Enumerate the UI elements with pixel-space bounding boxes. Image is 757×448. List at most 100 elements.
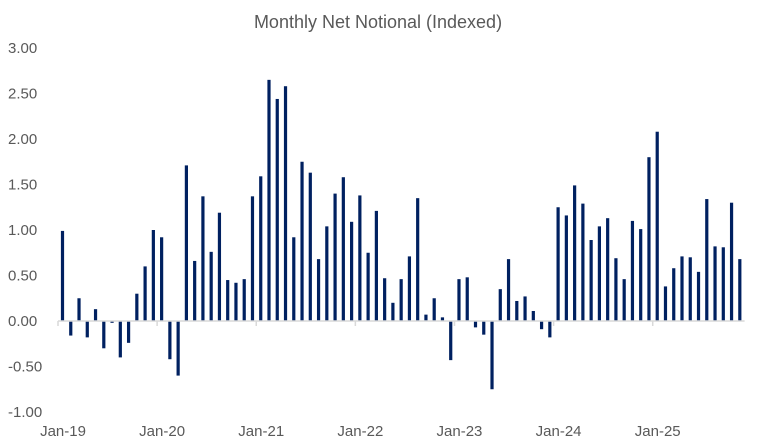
bar-Mar-21 xyxy=(275,98,279,322)
bar-Dec-23 xyxy=(548,321,552,338)
bar-Jul-20 xyxy=(209,251,213,321)
bar-Aug-20 xyxy=(217,212,222,321)
bar-Oct-19 xyxy=(135,293,139,321)
bar-Dec-24 xyxy=(647,157,651,321)
bar-Nov-22 xyxy=(440,317,445,321)
bar-Jun-25 xyxy=(696,271,701,321)
bar-May-20 xyxy=(193,260,197,321)
bar-Jan-25 xyxy=(655,131,659,321)
bar-Nov-21 xyxy=(341,177,345,321)
bar-Dec-19 xyxy=(151,230,155,321)
bar-Jan-23 xyxy=(457,279,461,321)
y-tick-label: 3.00 xyxy=(8,40,37,57)
bar-Jan-24 xyxy=(556,207,560,321)
x-tick-label: Jan-21 xyxy=(238,423,284,440)
y-tick-label: 1.50 xyxy=(8,177,37,194)
bar-Jun-19 xyxy=(102,321,106,349)
bar-Aug-23 xyxy=(515,300,519,321)
y-tick-label: -1.00 xyxy=(8,404,42,421)
bar-Mar-24 xyxy=(573,185,577,321)
bar-Sep-21 xyxy=(325,226,329,321)
x-tick-label: Jan-23 xyxy=(437,423,483,440)
bar-Apr-24 xyxy=(581,203,585,321)
bar-Jun-24 xyxy=(597,226,601,321)
bar-Oct-20 xyxy=(234,282,238,321)
chart-title: Monthly Net Notional (Indexed) xyxy=(254,12,502,32)
bar-Jan-21 xyxy=(259,176,263,321)
bar-Apr-25 xyxy=(680,256,684,321)
bar-Aug-19 xyxy=(118,321,122,358)
bar-Jun-20 xyxy=(201,196,205,321)
bar-Jul-23 xyxy=(506,259,511,321)
bar-Jun-23 xyxy=(498,289,502,321)
y-tick-label: 1.00 xyxy=(8,222,37,239)
bar-Feb-24 xyxy=(564,215,568,321)
bar-Nov-25 xyxy=(738,259,742,321)
bar-Aug-22 xyxy=(416,198,420,321)
bar-Feb-25 xyxy=(663,286,668,321)
x-tick-label: Jan-24 xyxy=(536,423,582,440)
bar-Nov-24 xyxy=(639,229,643,321)
bar-Mar-23 xyxy=(473,321,478,328)
bar-May-24 xyxy=(589,240,593,321)
bar-Jul-24 xyxy=(606,218,610,321)
bar-Oct-25 xyxy=(729,202,734,321)
bar-Apr-20 xyxy=(184,165,188,321)
bar-Jul-21 xyxy=(308,172,312,321)
y-tick-label: 2.50 xyxy=(8,86,37,103)
bar-Jul-25 xyxy=(705,199,709,321)
bar-Apr-22 xyxy=(383,278,387,321)
bar-May-21 xyxy=(292,237,296,321)
y-axis: 3.00 2.50 2.00 1.50 1.00 0.50 0.00 -0.50 -1.00 xyxy=(8,40,42,421)
bar-Dec-21 xyxy=(350,221,354,321)
y-tick-label: 0.50 xyxy=(8,268,37,285)
x-tick-label: Jan-25 xyxy=(635,423,681,440)
bar-Oct-22 xyxy=(432,298,436,321)
x-axis: Jan-19 Jan-20 Jan-21 Jan-22 Jan-23 Jan-24 Jan-… xyxy=(40,320,745,440)
bar-May-25 xyxy=(688,257,692,321)
bar-Sep-23 xyxy=(523,296,527,321)
bar-Apr-21 xyxy=(283,86,288,321)
bar-Sep-24 xyxy=(622,279,626,321)
bar-Feb-22 xyxy=(366,252,370,321)
bar-Apr-19 xyxy=(85,321,89,338)
bar-Mar-19 xyxy=(77,298,81,321)
bar-Mar-22 xyxy=(374,210,378,321)
bar-Jan-19 xyxy=(60,230,65,321)
bar-Jun-21 xyxy=(300,161,304,321)
bar-Oct-21 xyxy=(333,193,337,321)
x-tick-label: Jan-19 xyxy=(40,423,86,440)
bar-Jun-22 xyxy=(399,279,403,321)
x-tick-label: Jan-22 xyxy=(337,423,383,440)
bar-Jan-20 xyxy=(160,237,164,321)
bar-Aug-21 xyxy=(316,259,321,321)
bar-Aug-24 xyxy=(614,258,618,321)
bar-Apr-23 xyxy=(482,321,486,335)
bar-Feb-19 xyxy=(69,321,73,336)
bar-Feb-20 xyxy=(168,321,172,360)
bar-Mar-20 xyxy=(176,321,180,376)
bar-Nov-23 xyxy=(539,321,544,330)
bar-Oct-23 xyxy=(531,310,535,321)
bars xyxy=(60,79,742,390)
bar-May-23 xyxy=(490,321,494,390)
bar-May-19 xyxy=(93,309,98,321)
y-tick-label: -0.50 xyxy=(8,359,42,376)
x-tick-label: Jan-20 xyxy=(139,423,185,440)
bar-Dec-22 xyxy=(449,321,453,361)
bar-Aug-25 xyxy=(713,246,717,321)
bar-Feb-21 xyxy=(267,79,271,321)
bar-Jan-22 xyxy=(358,195,362,321)
bar-May-22 xyxy=(391,302,395,321)
bar-Jul-22 xyxy=(407,256,412,321)
bar-Sep-25 xyxy=(721,247,725,321)
y-tick-label: 2.00 xyxy=(8,131,37,148)
bar-Nov-20 xyxy=(242,279,246,321)
y-tick-label: 0.00 xyxy=(8,313,37,330)
bar-Sep-20 xyxy=(226,280,230,321)
bar-Dec-20 xyxy=(250,196,255,321)
bar-Mar-25 xyxy=(672,268,676,321)
bar-Sep-22 xyxy=(424,314,428,321)
bar-Oct-24 xyxy=(630,220,635,321)
